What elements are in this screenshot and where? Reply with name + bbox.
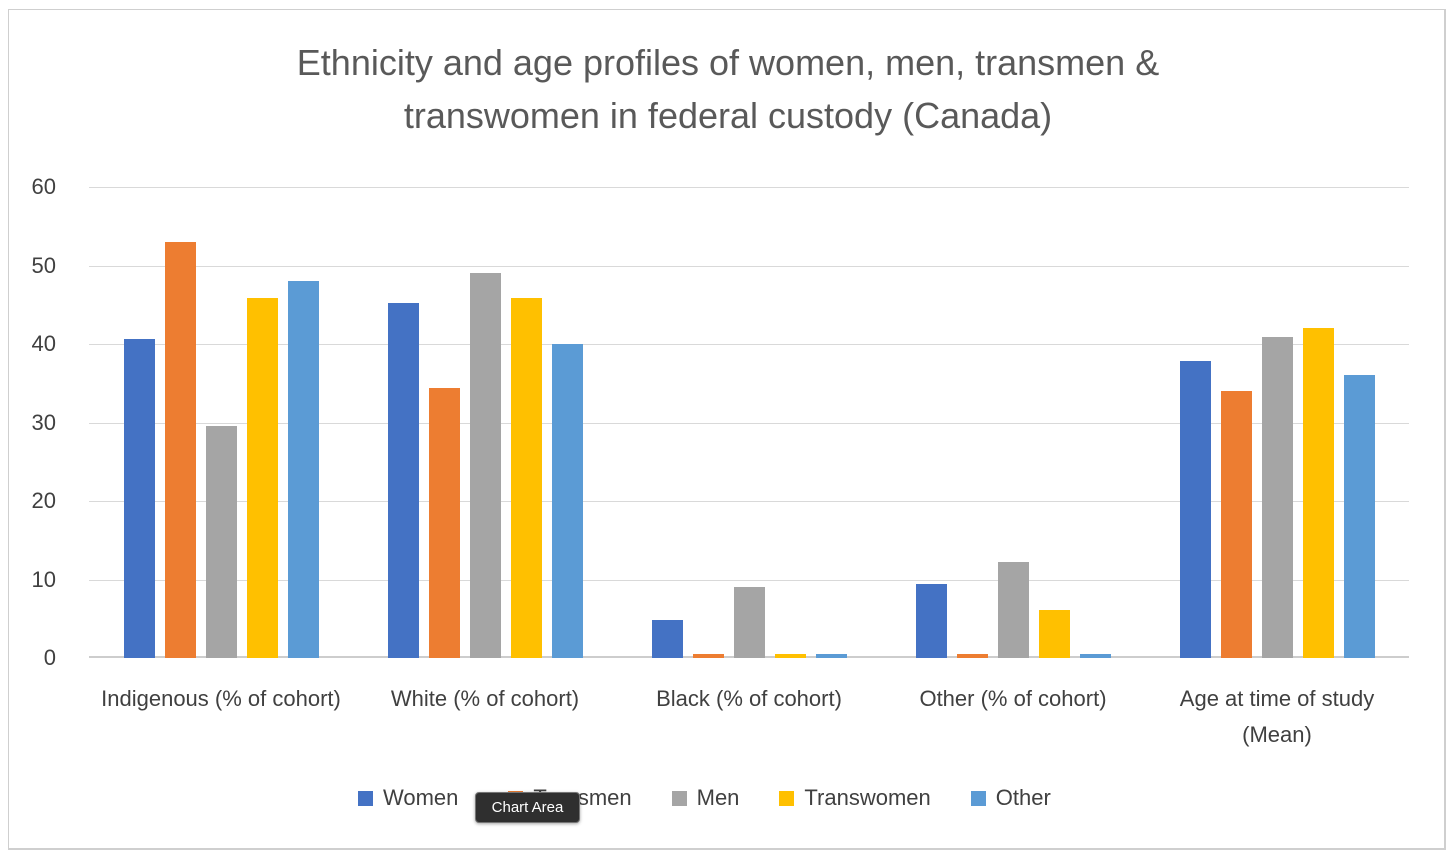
legend-label: Other [995,785,1051,810]
bar-transwomen-1[interactable] [510,297,542,658]
chart-title-line-1: Ethnicity and age profiles of women, men… [296,42,1160,83]
bar-men-2[interactable] [733,587,765,658]
bar-women-1[interactable] [387,303,419,658]
bar-transmen-0[interactable] [164,241,196,658]
legend-item-other[interactable]: Other [970,785,1051,811]
y-tick-label[interactable]: 40 [31,331,56,356]
bar-women-4[interactable] [1179,360,1211,658]
x-category-label[interactable]: White (% of cohort) [390,686,580,711]
bar-men-3[interactable] [997,562,1029,658]
gridline [89,579,1409,581]
bar-other-0[interactable] [287,281,319,658]
chart-title-line-2: transwomen in federal custody (Canada) [403,95,1053,136]
bar-other-2[interactable] [815,654,847,658]
y-tick-label[interactable]: 30 [31,409,56,435]
y-tick-label[interactable]: 20 [31,488,56,513]
y-tick-label[interactable]: 60 [31,174,56,199]
legend-swatch [358,790,373,806]
gridline [89,265,1409,267]
bar-transmen-3[interactable] [956,654,988,658]
legend-item-women[interactable]: Women [358,785,458,811]
y-tick-label[interactable]: 10 [31,566,56,592]
gridline [89,344,1409,345]
legend-item-men[interactable]: Men [671,785,740,811]
bar-other-4[interactable] [1343,375,1375,658]
x-category-label[interactable]: Age at time of study (Mean) [1179,686,1375,747]
legend-item-transwomen[interactable]: Transwomen [779,785,931,811]
bar-women-0[interactable] [123,339,155,658]
bar-transwomen-3[interactable] [1038,610,1070,658]
bar-transmen-4[interactable] [1220,391,1252,658]
bar-men-4[interactable] [1261,336,1293,658]
bar-women-3[interactable] [915,584,947,658]
bar-transmen-1[interactable] [428,387,460,658]
chart-title[interactable]: Ethnicity and age profiles of women, men… [0,36,1456,142]
bar-transwomen-2[interactable] [774,654,806,658]
chart-area-tooltip: Chart Area [475,792,580,823]
bar-men-1[interactable] [469,273,501,658]
legend-label: Men [696,785,740,810]
chart-area-tooltip-label: Chart Area [491,799,564,816]
bar-transwomen-4[interactable] [1302,328,1334,658]
x-category-label[interactable]: Indigenous (% of cohort) [101,686,341,711]
gridline [89,187,1409,188]
legend-label: Women [383,785,459,810]
bar-women-2[interactable] [651,620,683,658]
x-category-label[interactable]: Black (% of cohort) [656,686,842,711]
plot-area[interactable] [89,187,1409,658]
legend-label: Transwomen [804,785,931,810]
legend-swatch [970,790,986,806]
y-tick-label[interactable]: 50 [31,252,56,278]
bar-transwomen-0[interactable] [246,297,278,658]
bar-other-1[interactable] [551,344,583,658]
bar-transmen-2[interactable] [692,654,724,658]
legend-swatch [779,790,795,806]
x-category-label[interactable]: Other (% of cohort) [919,686,1107,711]
legend[interactable]: Women Transmen Men Transwomen Other [358,784,1091,812]
gridline [89,501,1409,502]
gridline [89,422,1409,424]
bar-men-0[interactable] [205,426,237,658]
bar-other-3[interactable] [1079,654,1111,658]
y-tick-label[interactable]: 0 [43,645,56,670]
legend-swatch [671,790,687,806]
